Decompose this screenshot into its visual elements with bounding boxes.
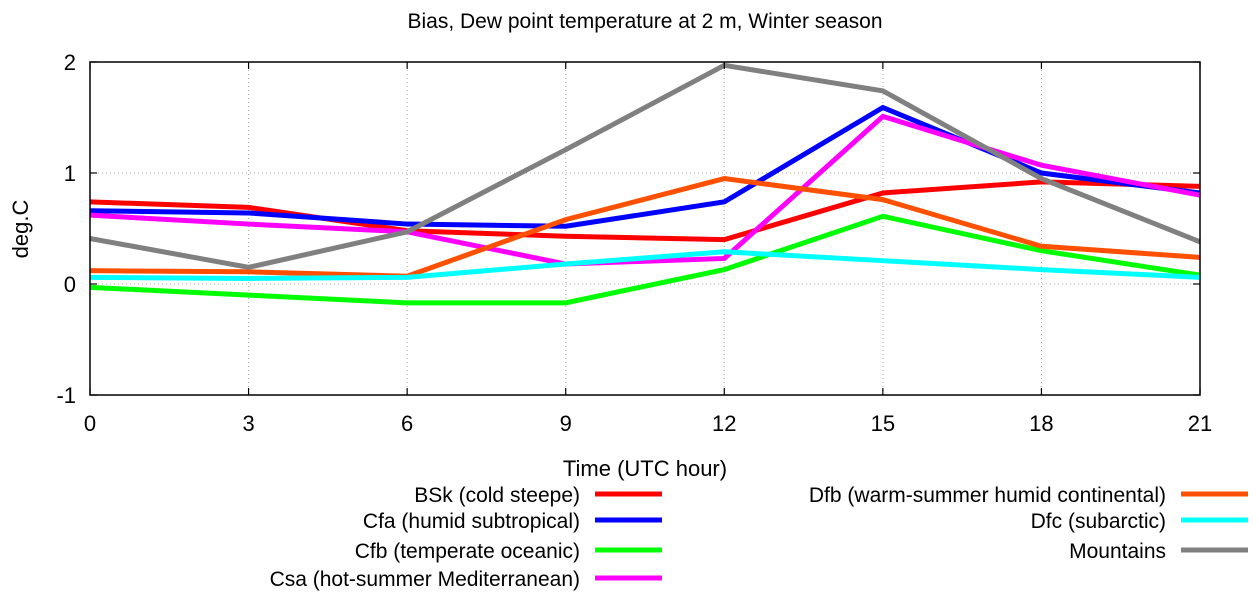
legend-label: Cfb (temperate oceanic) xyxy=(355,540,580,563)
legend-label: Cfa (humid subtropical) xyxy=(363,510,580,533)
series-line xyxy=(89,179,1201,243)
y-tick-label: 2 xyxy=(64,50,76,75)
x-tick-label: 15 xyxy=(871,411,895,436)
x-tick-label: 0 xyxy=(84,411,96,436)
legend-label: Dfc (subarctic) xyxy=(1031,510,1166,533)
x-tick-label: 6 xyxy=(401,411,413,436)
series-line xyxy=(89,113,1201,267)
x-tick-label: 21 xyxy=(1188,411,1212,436)
series-line xyxy=(89,62,1201,270)
plot-area-frame xyxy=(89,61,1201,396)
y-tick-label: 1 xyxy=(64,161,76,186)
series-line xyxy=(89,249,1201,281)
y-tick-label: -1 xyxy=(56,383,76,408)
x-tick-label: 3 xyxy=(242,411,254,436)
x-tick-label: 9 xyxy=(560,411,572,436)
grid xyxy=(90,62,1200,395)
y-tick-label: 0 xyxy=(64,272,76,297)
legend-label: Dfb (warm-summer humid continental) xyxy=(809,484,1166,507)
chart-title: Bias, Dew point temperature at 2 m, Wint… xyxy=(407,10,882,33)
series-line xyxy=(89,213,1201,306)
y-axis-label: deg.C xyxy=(8,200,33,259)
x-axis-label: Time (UTC hour) xyxy=(563,456,727,481)
x-tick-label: 12 xyxy=(712,411,736,436)
series-line xyxy=(89,176,1201,279)
legend: BSk (cold steepe) Cfa (humid subtropical)… xyxy=(270,484,1248,591)
legend-label: Mountains xyxy=(1069,540,1166,563)
legend-label: Csa (hot-summer Mediterranean) xyxy=(270,568,580,591)
series-lines xyxy=(89,62,1201,306)
legend-label: BSk (cold steepe) xyxy=(414,484,580,507)
x-tick-label: 18 xyxy=(1029,411,1053,436)
